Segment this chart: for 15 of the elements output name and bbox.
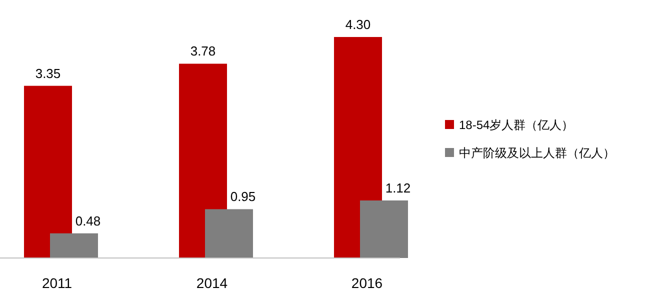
bar	[50, 233, 98, 258]
bar	[205, 209, 253, 258]
data-label: 0.95	[230, 189, 256, 204]
legend-label: 中产阶级及以上人群（亿人）	[459, 146, 615, 160]
data-label: 3.35	[35, 66, 61, 81]
x-tick-label: 2016	[351, 275, 383, 291]
bar	[360, 200, 408, 258]
data-label: 4.30	[345, 17, 371, 32]
data-label: 1.12	[385, 180, 411, 196]
bar	[24, 86, 72, 258]
data-label: 0.48	[75, 213, 101, 228]
legend-label: 18-54岁人群（亿人）	[459, 118, 574, 132]
x-tick-label: 2014	[196, 275, 228, 291]
x-tick-label: 2011	[42, 275, 72, 291]
data-label: 3.78	[190, 44, 216, 59]
